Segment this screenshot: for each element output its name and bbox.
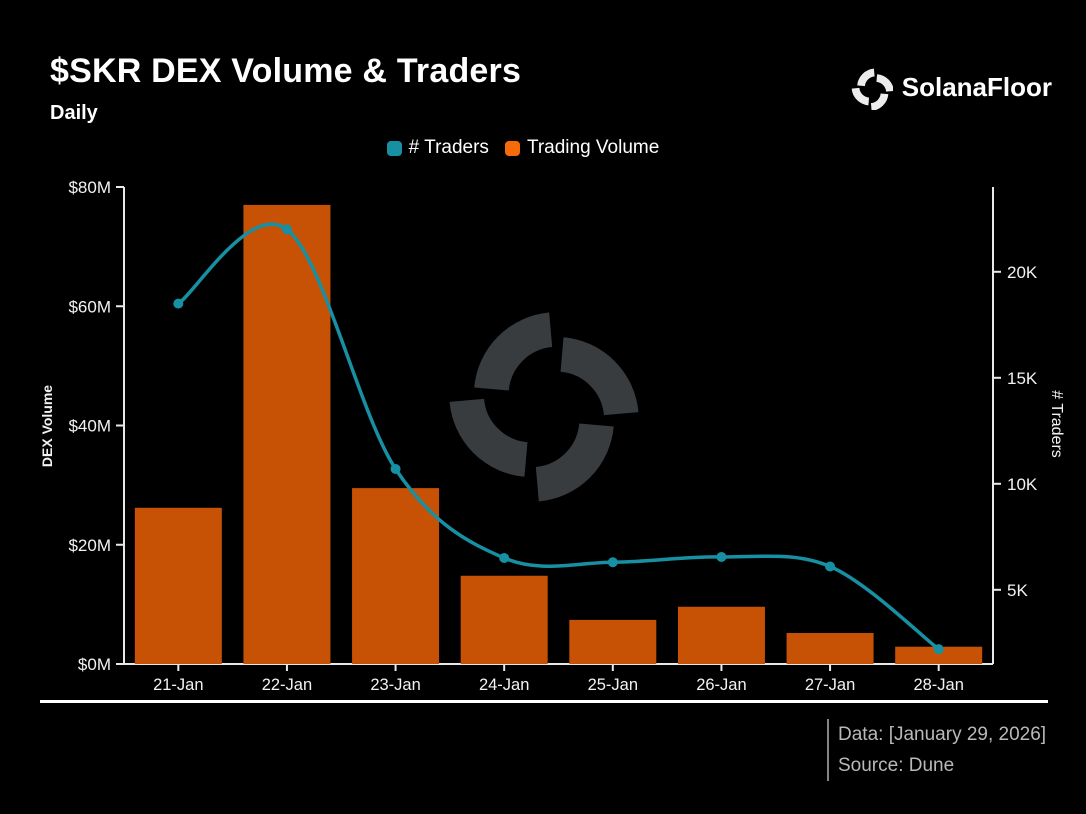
traders-point-28-Jan (933, 644, 944, 655)
brand: SolanaFloor (847, 64, 1052, 110)
legend-label-traders: # Traders (408, 137, 489, 158)
watermark-solanafloor-pinwheel-icon (467, 330, 621, 484)
traders-point-25-Jan (607, 557, 618, 568)
volume-swatch-icon (504, 140, 520, 156)
right-axis-title: # Traders (1048, 390, 1065, 458)
volume-bar-25-Jan (569, 619, 657, 664)
left-axis-tick-label: $20M (68, 536, 111, 555)
traders-point-24-Jan (499, 553, 510, 563)
traders-point-27-Jan (825, 561, 836, 572)
traders-point-22-Jan (281, 224, 292, 235)
traders-swatch-icon (386, 140, 402, 156)
x-axis-tick-label: 23-Jan (370, 676, 420, 694)
traders-point-26-Jan (716, 551, 727, 562)
brand-name: SolanaFloor (901, 71, 1052, 102)
page-subtitle: Daily (50, 102, 98, 124)
volume-bar-26-Jan (677, 606, 765, 664)
legend-label-volume: Trading Volume (526, 137, 660, 158)
right-axis-tick-label: 10K (1007, 475, 1038, 494)
footer-attribution: Data: [January 29, 2026] Source: Dune (827, 719, 1046, 781)
footer-separator (40, 700, 1048, 703)
volume-bar-28-Jan (895, 646, 983, 664)
right-axis-tick-label: 5K (1007, 581, 1028, 600)
left-axis-tick-label: $80M (68, 178, 111, 197)
volume-bar-27-Jan (786, 632, 874, 664)
traders-point-23-Jan (390, 463, 401, 474)
right-axis-tick-label: 15K (1007, 369, 1038, 388)
volume-bar-22-Jan (243, 204, 331, 664)
left-axis-tick-label: $0M (78, 655, 111, 674)
volume-bar-24-Jan (460, 575, 548, 664)
left-axis-tick-label: $60M (68, 297, 111, 316)
solanafloor-pinwheel-icon (847, 64, 893, 110)
legend-item-traders: # Traders (386, 137, 489, 159)
x-axis-tick-label: 21-Jan (153, 676, 203, 694)
x-axis-tick-label: 28-Jan (913, 676, 963, 694)
right-axis-tick-label: 20K (1007, 263, 1038, 282)
x-axis-tick-label: 26-Jan (696, 676, 746, 694)
page-title: $SKR DEX Volume & Traders (50, 52, 522, 90)
traders-point-21-Jan (173, 298, 184, 309)
left-axis-title: DEX Volume (39, 385, 55, 467)
volume-bar-21-Jan (134, 507, 222, 664)
x-axis-tick-label: 25-Jan (588, 676, 638, 694)
volume-bar-23-Jan (352, 488, 440, 664)
legend-item-volume: Trading Volume (504, 137, 660, 159)
x-axis-tick-label: 24-Jan (479, 676, 529, 694)
footer-source-line: Source: Dune (838, 755, 955, 776)
x-axis-tick-label: 22-Jan (262, 676, 312, 694)
chart-legend: # Traders Trading Volume (0, 137, 1046, 159)
left-axis-tick-label: $40M (68, 417, 111, 436)
x-axis-tick-label: 27-Jan (805, 676, 855, 694)
footer-data-line: Data: [January 29, 2026] (838, 724, 1047, 745)
